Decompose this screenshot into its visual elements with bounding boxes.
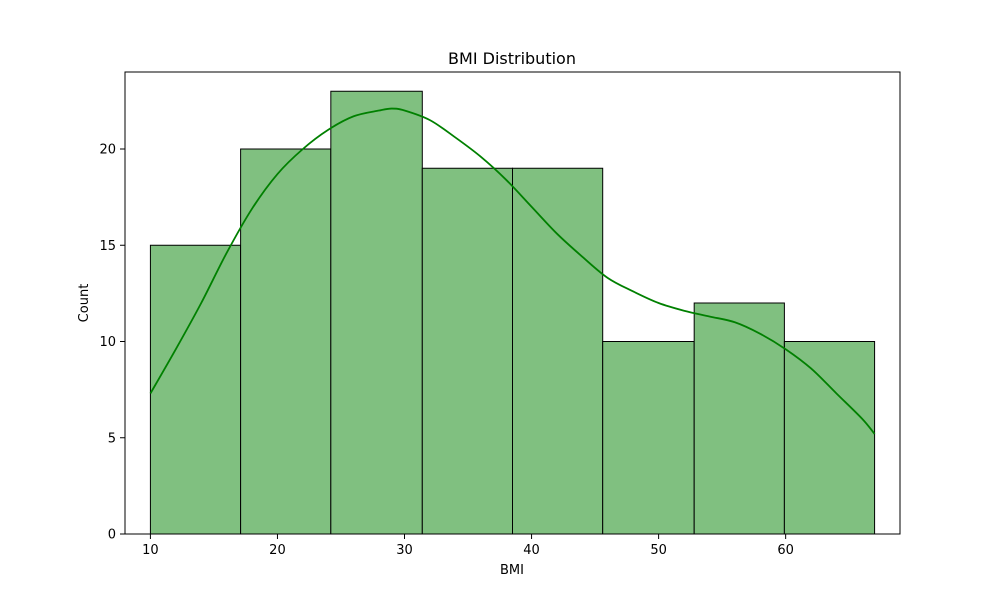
y-tick-label: 10	[99, 335, 116, 350]
kde-curve	[149, 107, 876, 435]
histogram-bar-1	[149, 244, 242, 535]
y-axis-title: Count	[77, 284, 92, 323]
histogram-bar-2	[240, 148, 332, 535]
x-axis-title: BMI	[500, 563, 524, 578]
histogram-bars	[149, 90, 876, 535]
x-tick-label: 10	[142, 543, 159, 558]
x-tick-label: 50	[650, 543, 667, 558]
histogram-bar-5	[512, 167, 604, 535]
chart-title: BMI Distribution	[448, 49, 576, 68]
histogram-bar-7	[693, 302, 785, 535]
x-tick-label: 20	[269, 543, 286, 558]
histogram-bar-6	[602, 341, 695, 535]
x-tick-label: 60	[777, 543, 794, 558]
histogram-bar-4	[421, 167, 513, 535]
y-tick-label: 20	[99, 143, 116, 158]
histogram-bar-3	[330, 90, 423, 535]
x-tick-label: 30	[396, 543, 413, 558]
y-tick-label: 0	[108, 528, 116, 543]
x-axis-ticks: 10 20 30 40 50 60	[142, 534, 794, 558]
x-tick-label: 40	[523, 543, 540, 558]
y-axis-ticks: 0 5 10 15 20	[99, 143, 125, 543]
y-tick-label: 5	[108, 431, 116, 446]
histogram-bar-8	[783, 341, 876, 535]
y-tick-label: 15	[99, 239, 116, 254]
plot-frame	[124, 71, 901, 535]
